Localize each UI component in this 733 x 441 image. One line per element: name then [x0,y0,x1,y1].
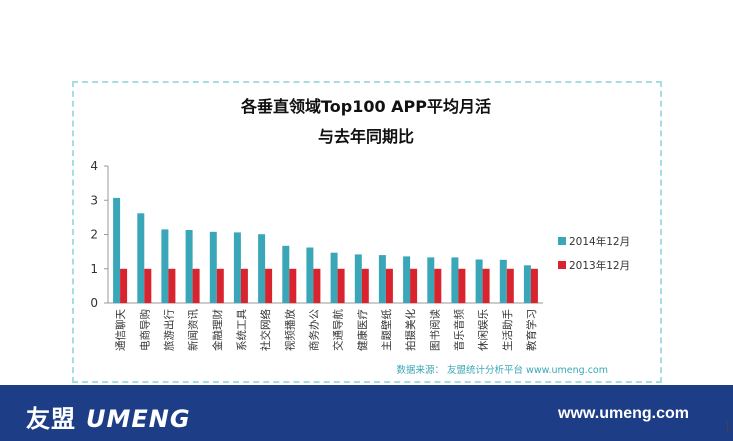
bar-2013 [168,268,176,304]
chart-title-line1: 各垂直领域Top100 APP平均月活 [240,97,491,116]
bar-2014 [475,259,483,303]
y-tick-label: 2 [90,228,98,242]
x-tick-label: 交通导航 [332,309,345,351]
x-tick-label: 社交网络 [259,309,272,351]
y-tick-label: 1 [90,262,98,276]
x-tick-label: 健康医疗 [356,309,369,351]
legend-label: 2013年12月 [569,259,630,272]
bar-2014 [161,229,169,303]
legend-swatch [558,237,566,245]
bar-2014 [233,232,241,303]
bar-2013 [410,268,418,304]
y-tick-label: 0 [90,296,98,310]
x-tick-label: 电商导购 [138,309,151,351]
x-tick-label: 商务办公 [307,309,320,351]
x-tick-label: 旅游出行 [162,309,175,351]
edge-mark: | [726,419,730,433]
x-tick-label: 视频播放 [283,309,296,351]
bar-2014 [378,255,386,303]
bar-2014 [258,234,266,303]
x-tick-label: 图书阅读 [428,309,441,351]
x-tick-label: 教育学习 [525,309,538,351]
bar-2013 [482,268,490,304]
chart-frame [72,81,662,383]
bar-2014 [499,259,507,303]
x-tick-label: 休闲娱乐 [477,309,490,351]
umeng-logo: 友盟 UMENG [26,399,191,434]
bar-2014 [306,247,314,303]
bar-2014 [282,245,290,303]
x-tick-label: 通信聊天 [114,309,127,351]
bar-2013 [313,268,321,304]
bar-2014 [137,213,145,303]
bar-2014 [403,256,411,303]
website-link[interactable]: www.umeng.com [558,405,689,422]
legend-label: 2014年12月 [569,235,630,248]
bar-2013 [361,268,369,304]
bar-2013 [506,268,514,304]
footer-bar: 友盟 UMENG www.umeng.com [0,385,733,441]
bar-2014 [209,231,217,303]
x-tick-label: 主题壁纸 [380,309,393,351]
plot-area: 0 1 2 3 4 通信聊天 电商导购 旅游出行 新闻资讯 金融理财 系统工具 社交网络 视频播放 商务办… [90,159,630,351]
bar-2013 [192,268,200,304]
y-tick-label: 3 [90,193,98,207]
logo-chinese: 友盟 [26,405,76,433]
bar-2013 [530,268,538,304]
legend-swatch [558,261,566,269]
bar-2014 [354,254,362,303]
source-note: 数据来源： 友盟统计分析平台 www.umeng.com [397,364,608,376]
x-tick-label: 新闻资讯 [187,309,200,351]
x-tick-label: 金融理财 [211,309,224,351]
bar-2013 [265,268,273,304]
bar-chart: 各垂直领域Top100 APP平均月活 与去年同期比 0 1 2 3 4 通信聊天 电商导购… [90,97,630,376]
bar-2014 [523,265,531,303]
bar-2013 [337,268,345,304]
bar-2013 [240,268,248,304]
bar-2013 [385,268,393,304]
x-tick-label: 生活助手 [501,309,514,351]
bar-2014 [427,257,435,303]
bar-2013 [434,268,442,304]
bar-2014 [113,197,121,303]
bar-2013 [216,268,224,304]
bar-2013 [458,268,466,304]
x-tick-label: 系统工具 [235,309,248,351]
y-tick-label: 4 [90,159,98,173]
bar-2014 [451,257,459,303]
bar-2013 [289,268,297,304]
x-tick-label: 音乐音频 [452,309,465,351]
chart-title-line2: 与去年同期比 [318,127,414,146]
bar-2013 [120,268,128,304]
bar-2014 [330,252,338,303]
logo-english: UMENG [86,405,191,433]
bar-2013 [144,268,152,304]
bar-2014 [185,230,193,303]
x-tick-label: 拍摄美化 [404,309,417,351]
